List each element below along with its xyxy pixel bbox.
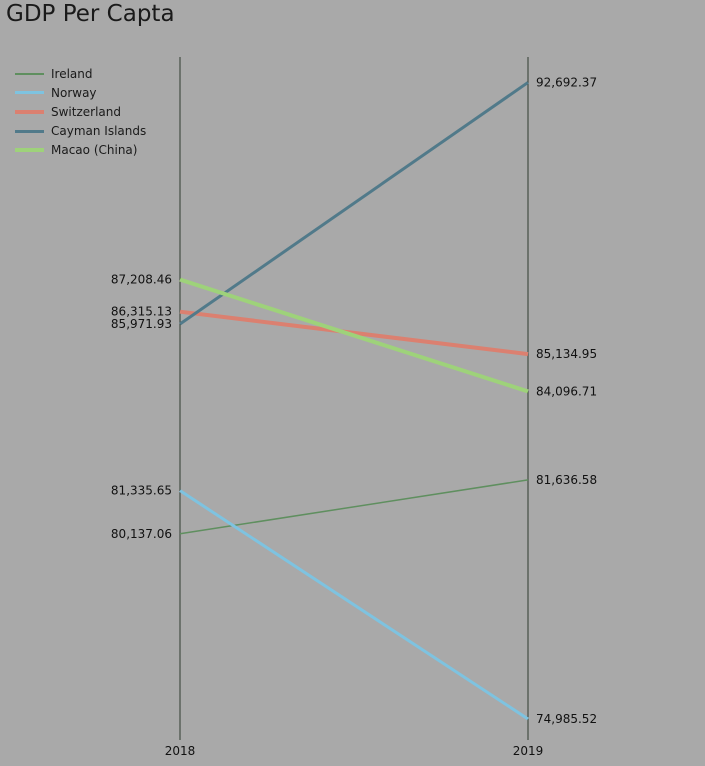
- legend-swatch: [15, 129, 44, 133]
- legend-swatch: [15, 91, 44, 95]
- chart-legend: Ireland Norway Switzerland Cayman Islands Ma…: [15, 64, 146, 160]
- data-label-2018-macao-china: 87,208.46: [111, 273, 172, 287]
- legend-swatch: [15, 109, 44, 114]
- chart-title: GDP Per Capta: [6, 1, 175, 27]
- x-tick-label-2018: 2018: [165, 744, 196, 758]
- legend-label: Switzerland: [51, 104, 121, 119]
- data-label-2018-norway: 81,335.65: [111, 484, 172, 498]
- series-line-norway: [179, 489, 529, 721]
- data-label-2019-norway: 74,985.52: [536, 712, 597, 726]
- legend-label: Norway: [51, 85, 97, 100]
- legend-label: Ireland: [51, 66, 93, 81]
- legend-item-ireland: Ireland: [15, 64, 146, 83]
- legend-swatch: [15, 72, 44, 75]
- legend-item-norway: Norway: [15, 83, 146, 102]
- legend-item-switzerland: Switzerland: [15, 102, 146, 121]
- legend-swatch: [15, 148, 44, 153]
- data-label-2018-cayman-islands: 85,971.93: [111, 317, 172, 331]
- data-label-2018-ireland: 80,137.06: [111, 527, 172, 541]
- data-label-2019-cayman-islands: 92,692.37: [536, 75, 597, 89]
- data-label-2019-ireland: 81,636.58: [536, 473, 597, 487]
- data-label-2019-macao-china: 84,096.71: [536, 384, 597, 398]
- series-line-switzerland: [179, 309, 529, 357]
- series-line-ireland: [179, 479, 529, 535]
- legend-item-macao-china: Macao (China): [15, 141, 146, 160]
- data-label-2019-switzerland: 85,134.95: [536, 347, 597, 361]
- legend-label: Cayman Islands: [51, 124, 147, 139]
- legend-label: Macao (China): [51, 143, 138, 158]
- series-line-cayman-islands: [179, 81, 529, 326]
- series-line-macao-china: [179, 277, 529, 394]
- legend-item-cayman-islands: Cayman Islands: [15, 122, 146, 141]
- data-label-2018-switzerland: 86,315.13: [111, 305, 172, 319]
- x-tick-label-2019: 2019: [513, 744, 544, 758]
